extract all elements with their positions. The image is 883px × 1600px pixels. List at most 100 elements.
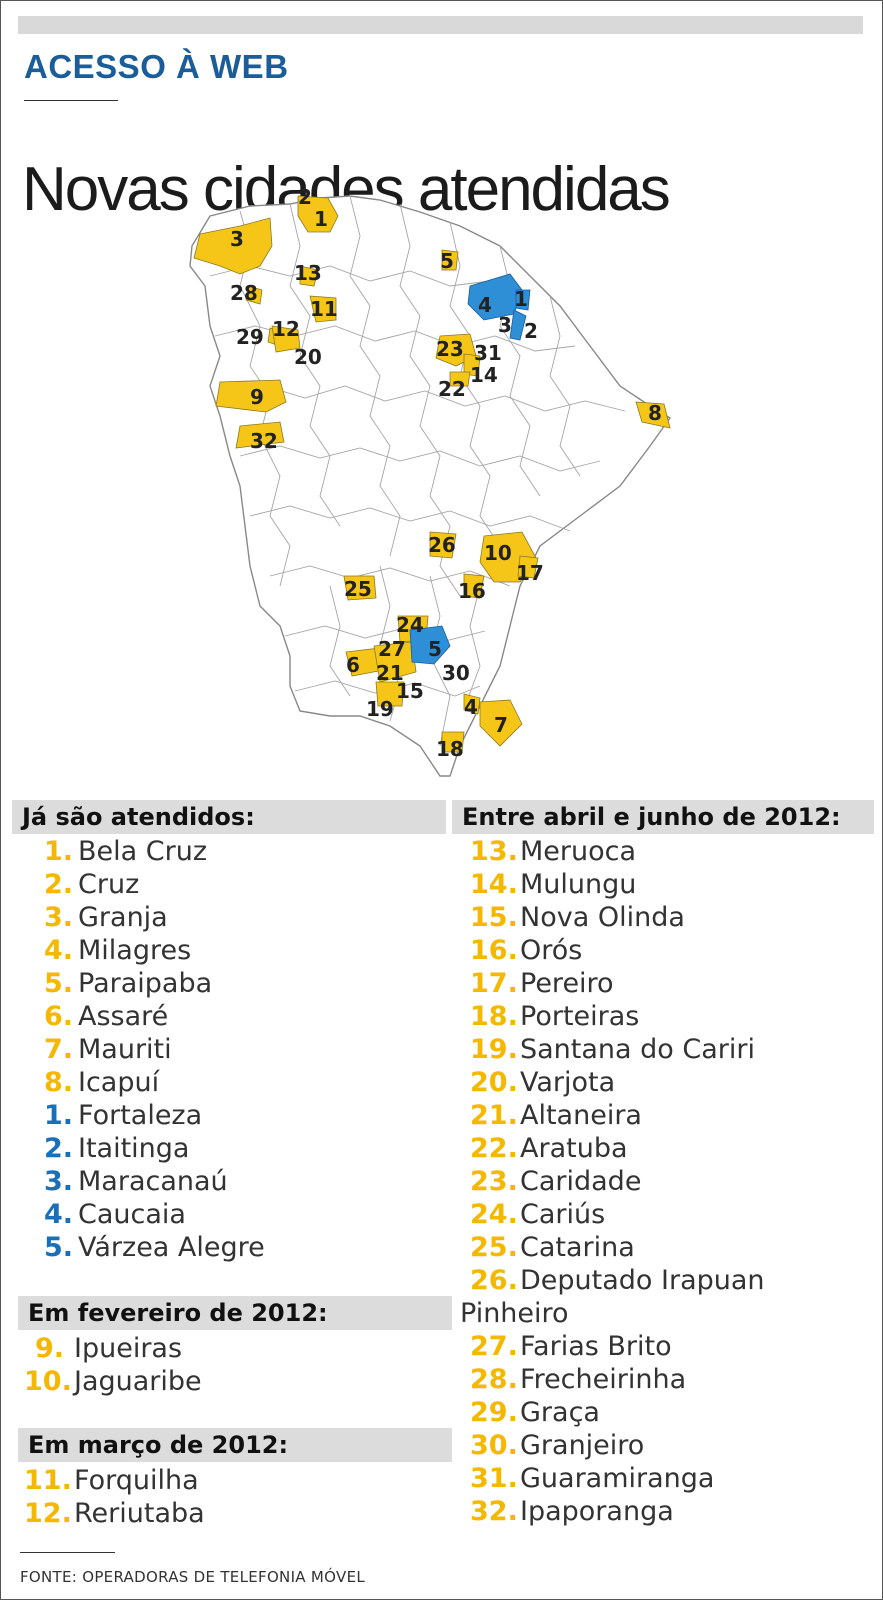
item-number: 5. (44, 968, 74, 999)
list-fevereiro: 9. Ipueiras 10.Jaguaribe (24, 1332, 202, 1398)
map-label-2: 2 (298, 186, 312, 209)
item-city: Milagres (78, 935, 192, 966)
item-number: 18. (470, 1001, 518, 1032)
section-header-ja: Já são atendidos: (12, 800, 446, 834)
item-city: Catarina (520, 1232, 635, 1263)
kicker-rule (24, 100, 118, 101)
map-label-28: 28 (230, 281, 258, 305)
list-item: 29.Graça (470, 1396, 765, 1429)
item-city: Icapuí (78, 1067, 160, 1098)
item-number: 23. (470, 1166, 518, 1197)
map-label-7: 7 (494, 713, 508, 737)
item-number: 24. (470, 1199, 518, 1230)
section-header-fevereiro: Em fevereiro de 2012: (18, 1296, 452, 1330)
list-item: 3. Granja (44, 901, 265, 934)
item-number: 8. (44, 1067, 74, 1098)
item-number: 31. (470, 1463, 518, 1494)
list-item: 28.Frecheirinha (470, 1363, 765, 1396)
map-label-5: 5 (440, 249, 454, 273)
list-item: 1. Fortaleza (44, 1099, 265, 1132)
list-item: 14.Mulungu (470, 868, 765, 901)
section-header-abril-junho: Entre abril e junho de 2012: (452, 800, 874, 834)
map-label-14: 14 (470, 363, 498, 387)
list-item: 24.Cariús (470, 1198, 765, 1231)
list-item: 19.Santana do Cariri (470, 1033, 765, 1066)
item-city: Caucaia (78, 1199, 186, 1230)
item-number: 20. (470, 1067, 518, 1098)
item-city: Várzea Alegre (78, 1232, 265, 1263)
item-city: Cariús (520, 1199, 606, 1230)
item-number: 13. (470, 836, 518, 867)
list-item: 22.Aratuba (470, 1132, 765, 1165)
item-city: Granjeiro (520, 1430, 645, 1461)
item-city: Guaramiranga (520, 1463, 715, 1494)
item-number: 6. (44, 1001, 74, 1032)
item-number: 4. (44, 1199, 74, 1230)
map-label-4: 4 (464, 695, 478, 719)
state-outline (189, 195, 672, 777)
list-item: 25.Catarina (470, 1231, 765, 1264)
list-item: 23.Caridade (470, 1165, 765, 1198)
list-item: 4. Caucaia (44, 1198, 265, 1231)
map-label-20: 20 (294, 345, 322, 369)
item-number: 5. (44, 1232, 74, 1263)
map-label-9: 9 (250, 385, 264, 409)
list-item: 3. Maracanaú (44, 1165, 265, 1198)
item-number: 3. (44, 1166, 74, 1197)
item-city: Ipueiras (74, 1333, 183, 1364)
item-number: 16. (470, 935, 518, 966)
map-label-blue-2: 2 (524, 319, 538, 343)
map-label-25: 25 (344, 577, 372, 601)
blue-municipalities (409, 273, 531, 665)
item-city: Deputado Irapuan (520, 1265, 765, 1296)
map-label-blue-5: 5 (428, 637, 442, 661)
item-number: 15. (470, 902, 518, 933)
map-label-24: 24 (396, 613, 424, 637)
list-item: 30.Granjeiro (470, 1429, 765, 1462)
map-label-17: 17 (516, 561, 544, 585)
item-number: 9. (34, 1333, 64, 1364)
item-city: Maracanaú (78, 1166, 228, 1197)
list-item: 32.Ipaporanga (470, 1495, 765, 1528)
map-label-3: 3 (230, 227, 244, 251)
item-city: Altaneira (520, 1100, 642, 1131)
item-number: 12. (24, 1498, 72, 1529)
item-number: 4. (44, 935, 74, 966)
item-number: 30. (470, 1430, 518, 1461)
map-label-15: 15 (396, 679, 424, 703)
ceara-map: 2 1 3 5 13 28 11 12 29 20 23 31 14 22 9 … (189, 186, 672, 777)
item-city: Bela Cruz (78, 836, 208, 867)
item-number: 7. (44, 1034, 74, 1065)
item-number: 27. (470, 1331, 518, 1362)
map-label-30: 30 (442, 661, 470, 685)
list-item: 21.Altaneira (470, 1099, 765, 1132)
item-city: Forquilha (74, 1465, 199, 1496)
list-item: 8. Icapuí (44, 1066, 265, 1099)
list-item: 7. Mauriti (44, 1033, 265, 1066)
map-label-21: 21 (376, 661, 404, 685)
item-city: Frecheirinha (520, 1364, 687, 1395)
item-city: Santana do Cariri (520, 1034, 756, 1065)
map-label-31: 31 (474, 341, 502, 365)
list-item: 5. Várzea Alegre (44, 1231, 265, 1264)
item-number: 17. (470, 968, 518, 999)
item-city: Ipaporanga (520, 1496, 674, 1527)
list-item: 17.Pereiro (470, 967, 765, 1000)
map-label-1: 1 (314, 207, 328, 231)
item-city: Orós (520, 935, 583, 966)
list-item: 27.Farias Brito (470, 1330, 765, 1363)
item-number: 3. (44, 902, 74, 933)
item-city: Porteiras (520, 1001, 640, 1032)
list-item: 9. Ipueiras (24, 1332, 202, 1365)
map-label-23: 23 (436, 337, 464, 361)
list-item: 13.Meruoca (470, 835, 765, 868)
item-number: 22. (470, 1133, 518, 1164)
item-city: Reriutaba (74, 1498, 205, 1529)
list-item: 15.Nova Olinda (470, 901, 765, 934)
item-city: Graça (520, 1397, 600, 1428)
item-number: 21. (470, 1100, 518, 1131)
map-label-18: 18 (436, 737, 464, 761)
list-item: 5. Paraipaba (44, 967, 265, 1000)
item-city: Aratuba (520, 1133, 628, 1164)
item-number: 19. (470, 1034, 518, 1065)
